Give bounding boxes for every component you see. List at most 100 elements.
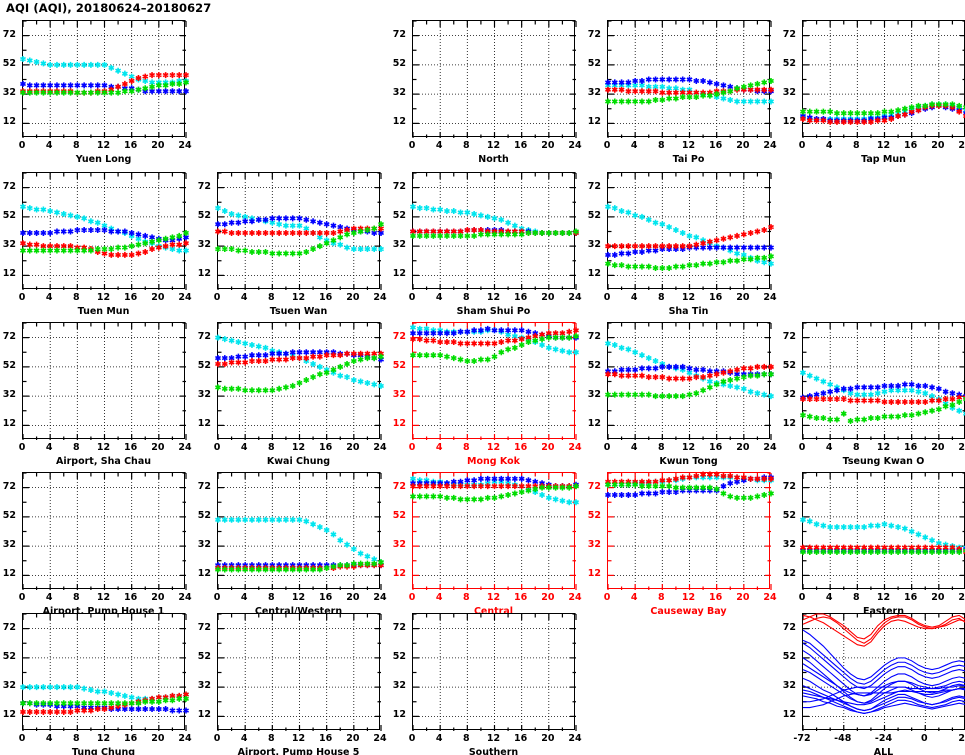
y-tick-label: 32: [782, 87, 796, 99]
x-tick-label: 24: [958, 733, 965, 744]
x-tick-label: 20: [151, 442, 165, 453]
x-tick-label: 4: [825, 442, 833, 453]
plot-area: [410, 472, 579, 590]
plot-area: [605, 172, 774, 290]
x-tick-label: 4: [630, 442, 638, 453]
x-tick-label: 8: [658, 292, 665, 303]
y-tick-label: 52: [392, 650, 406, 662]
x-tick-label: 24: [568, 140, 582, 151]
x-tick-label: 24: [763, 292, 777, 303]
y-tick-label: 72: [392, 330, 406, 342]
x-tick-label: -48: [834, 733, 852, 744]
y-tick-label: 32: [392, 389, 406, 401]
y-tick-label: 52: [392, 509, 406, 521]
figure-title: AQI (AQI), 20180624–20180627: [6, 1, 212, 15]
y-tick-label: 52: [782, 509, 796, 521]
x-tick-label: 20: [346, 292, 360, 303]
y-tick-label: 52: [392, 359, 406, 371]
y-tick-label: 72: [587, 180, 601, 192]
y-tick-label: 12: [587, 418, 601, 430]
panel-title: Southern: [468, 747, 519, 755]
y-tick-label: 72: [392, 28, 406, 40]
x-tick-label: 16: [904, 592, 918, 603]
plot-area: [605, 322, 774, 440]
plot-area: [410, 172, 579, 290]
panel-title: Mong Kok: [467, 456, 520, 467]
y-tick-label: 12: [782, 568, 796, 580]
panel-title: Central/Western: [254, 606, 343, 617]
x-tick-label: 8: [463, 292, 470, 303]
plot-area: [20, 172, 189, 290]
y-tick-label: 52: [197, 359, 211, 371]
x-tick-label: 24: [178, 292, 192, 303]
y-tick-label: 52: [587, 57, 601, 69]
x-tick-label: 16: [124, 292, 138, 303]
x-tick-label: 24: [178, 442, 192, 453]
x-tick-label: 4: [240, 442, 248, 453]
x-tick-label: 12: [96, 292, 111, 303]
x-tick-label: 16: [904, 442, 918, 453]
x-tick-label: 8: [73, 292, 80, 303]
panel-title: Tai Po: [672, 154, 705, 165]
x-tick-label: 8: [268, 442, 275, 453]
x-tick-label: 12: [486, 140, 501, 151]
x-tick-label: 16: [124, 140, 138, 151]
y-tick-label: 52: [2, 509, 16, 521]
x-tick-label: 20: [541, 140, 555, 151]
x-tick-label: 24: [763, 140, 777, 151]
x-tick-label: 24: [178, 592, 192, 603]
y-tick-label: 72: [197, 180, 211, 192]
x-tick-label: 8: [658, 592, 665, 603]
y-tick-label: 72: [392, 480, 406, 492]
y-tick-label: 72: [2, 28, 16, 40]
y-tick-label: 52: [197, 509, 211, 521]
panel-title: Sha Tin: [668, 306, 709, 317]
y-tick-label: 52: [587, 359, 601, 371]
x-tick-label: 24: [763, 442, 777, 453]
x-tick-label: 24: [568, 733, 582, 744]
x-tick-label: 12: [681, 292, 696, 303]
x-tick-label: 24: [568, 442, 582, 453]
y-tick-label: 72: [2, 621, 16, 633]
plot-area: [605, 471, 774, 590]
panel-title: Tap Mun: [861, 154, 906, 165]
plot-area: [215, 472, 384, 590]
x-tick-label: 12: [876, 592, 891, 603]
x-tick-label: 24: [373, 442, 387, 453]
panel-title: Yuen Long: [75, 154, 132, 165]
y-tick-label: 32: [392, 680, 406, 692]
y-tick-label: 12: [782, 418, 796, 430]
plot-area: [22, 472, 187, 590]
x-tick-label: 8: [463, 140, 470, 151]
y-tick-label: 12: [2, 709, 16, 721]
x-tick-label: 0: [213, 442, 221, 453]
y-tick-label: 12: [587, 268, 601, 280]
x-tick-label: 24: [568, 592, 582, 603]
panel-title: Causeway Bay: [650, 606, 727, 617]
y-tick-label: 72: [587, 28, 601, 40]
y-tick-label: 32: [197, 539, 211, 551]
y-tick-label: 12: [782, 709, 796, 721]
y-tick-label: 72: [197, 330, 211, 342]
x-tick-label: 0: [18, 292, 26, 303]
y-tick-label: 32: [2, 239, 16, 251]
x-tick-label: 16: [124, 592, 138, 603]
y-tick-label: 32: [392, 239, 406, 251]
x-tick-label: 0: [603, 140, 611, 151]
plot-area: [217, 613, 382, 731]
y-tick-label: 12: [587, 116, 601, 128]
y-tick-label: 12: [392, 116, 406, 128]
y-tick-label: 72: [197, 480, 211, 492]
x-tick-label: 12: [486, 733, 501, 744]
x-tick-label: 20: [541, 733, 555, 744]
x-tick-label: 4: [630, 292, 638, 303]
x-tick-label: 16: [319, 442, 333, 453]
plot-area: [802, 613, 965, 731]
x-tick-label: 4: [435, 140, 443, 151]
x-tick-label: 12: [486, 592, 501, 603]
x-tick-label: 12: [681, 592, 696, 603]
x-tick-label: 24: [373, 592, 387, 603]
x-tick-label: 20: [346, 592, 360, 603]
x-tick-label: 20: [736, 442, 750, 453]
y-tick-label: 52: [2, 359, 16, 371]
